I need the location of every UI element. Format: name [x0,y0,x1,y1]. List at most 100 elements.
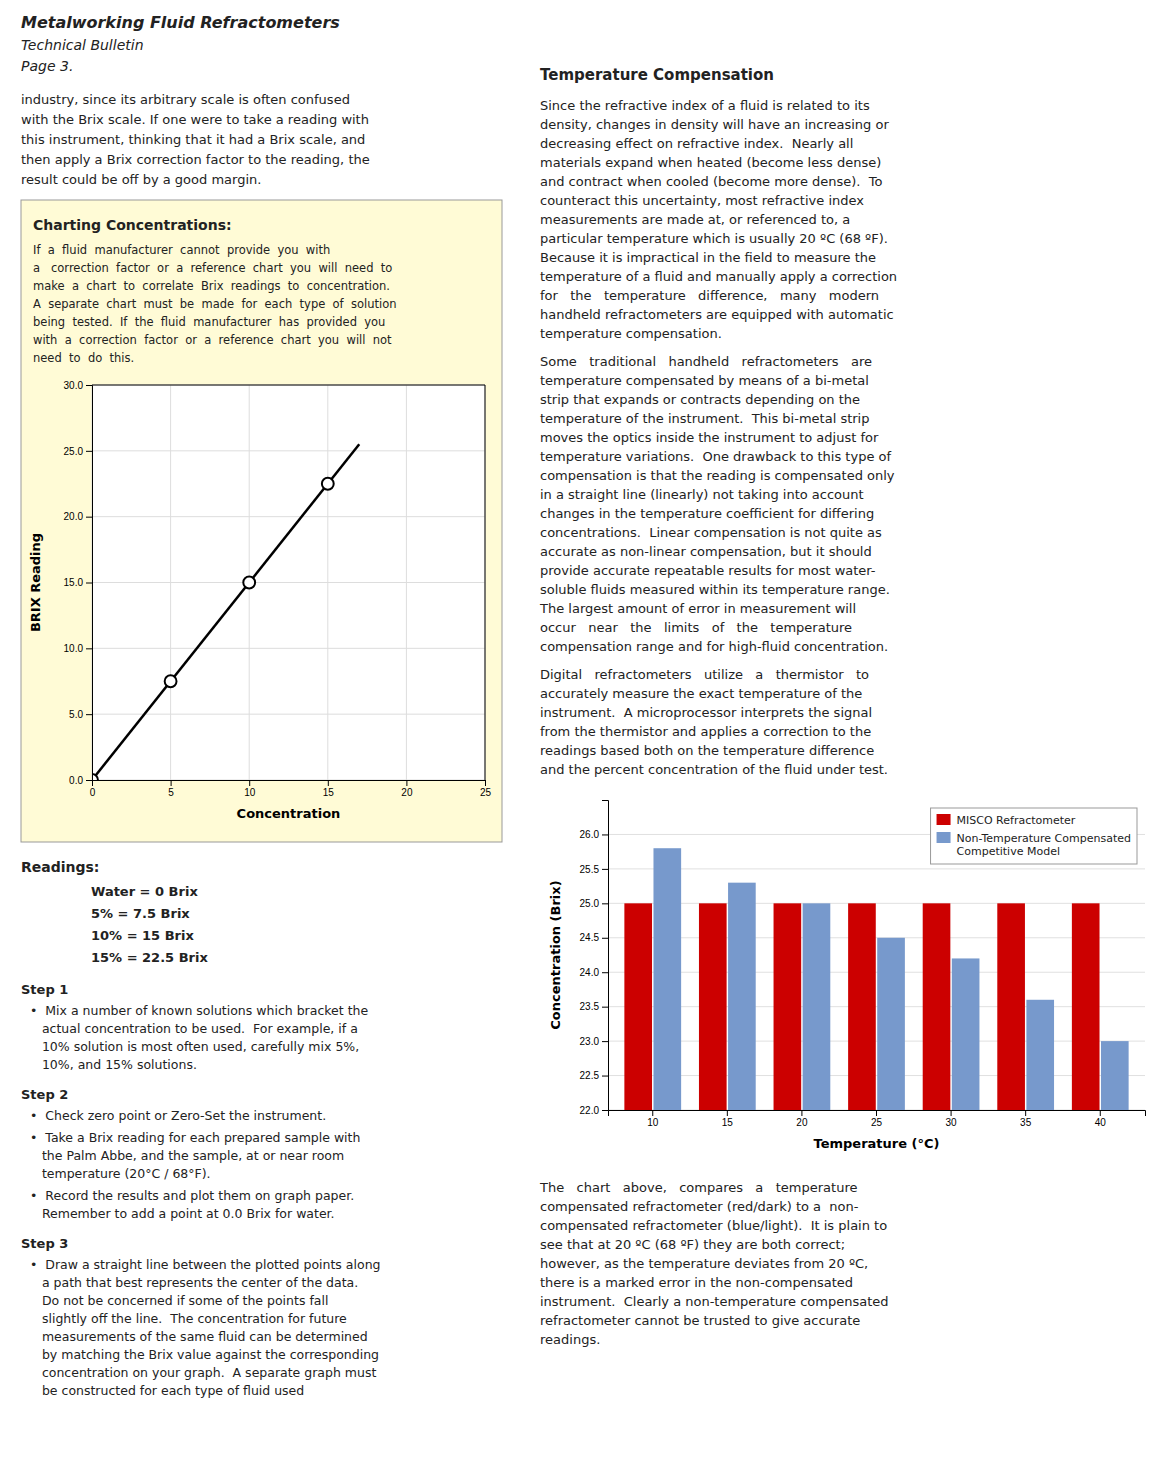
tick-label: 0 [90,787,96,798]
text-line: Since the refractive index of a fluid is… [540,98,870,113]
annotation: • Mix a number of known solutions which … [30,1003,368,1072]
tick: 26.0 [580,829,608,840]
legend-entry: Non-Temperature CompensatedCompetitive M… [957,832,1131,858]
tick: 10.0 [64,643,92,654]
annotation: The chart above, compares a temperature c… [539,1180,889,1347]
text-line: strip that expands or contracts dependin… [540,392,860,407]
text-line: accurately measure the exact temperature… [540,686,862,701]
page: 05101520250.05.010.015.020.025.030.0Conc… [0,0,1173,1483]
text-line: 10% = 15 Brix [91,928,194,943]
tick: 20 [796,1110,808,1128]
tick: 0.0 [69,775,92,786]
annotation: Step 3 [21,1236,68,1251]
annotation: Metalworking Fluid Refractometers [21,13,340,32]
tick-mark [86,648,92,649]
text-line: Non-Temperature Compensated [957,832,1131,845]
text-line: see that at 20 ºC (68 ºF) they are both … [540,1237,845,1252]
text-line: temperature of the instrument. This bi-m… [540,411,869,426]
bar [699,903,727,1110]
tick: 5.0 [69,709,92,720]
text-line: measurements are made at, or referenced … [540,212,850,227]
text-line: slightly off the line. The concentration… [30,1311,347,1326]
text-line: actual concentration to be used. For exa… [30,1021,358,1036]
grid-line [92,385,485,386]
tick: 25 [480,780,492,798]
tick-label: 0.0 [69,775,83,786]
tick-mark [727,1110,728,1116]
text-line: in a straight line (linearly) not taking… [540,487,864,502]
text-line: Page 3. [21,58,73,74]
tick: 15 [722,1110,734,1128]
bar [877,938,905,1110]
tick-mark [876,1110,877,1116]
text-line: concentration on your graph. A separate … [30,1365,376,1380]
annotation: Step 1 [21,982,68,997]
text-line: however, as the temperature deviates fro… [540,1256,868,1271]
tick-mark [602,869,608,870]
line [92,444,359,780]
text-line: handheld refractometers are equipped wit… [540,307,894,322]
text-line: temperature variations. One drawback to … [540,449,891,464]
tick: 30 [946,1110,958,1128]
text-line: instrument. A microprocessor interprets … [540,705,872,720]
tick: 25 [871,1110,883,1128]
tick-mark [86,517,92,518]
text-line: changes in the temperature coefficient f… [540,506,874,521]
text-line: compensated refractometer (red/dark) to … [540,1199,859,1214]
text-line: counteract this uncertainty, most refrac… [540,193,864,208]
text-line: Step 2 [21,1087,68,1102]
text-line: • Take a Brix reading for each prepared … [30,1130,360,1145]
axis-line [93,781,486,787]
tick-label: 23.0 [580,1036,600,1047]
plot-frame [485,385,486,780]
bar [952,958,980,1110]
annotation: Page 3. [21,58,73,74]
text-line: Competitive Model [957,845,1060,858]
tick-label: 30.0 [64,380,84,391]
text-line: with the Brix scale. If one were to take… [21,112,369,127]
tick: 10 [244,780,256,798]
grid-line [92,582,485,583]
text-line: with a correction factor or a reference … [33,333,392,347]
grid-line [608,903,1145,904]
tick-mark [171,780,172,786]
text-line: The chart above, compares a temperature [539,1180,857,1195]
grid-line [608,868,1145,869]
tick-mark [602,834,608,835]
tick-mark [602,1110,608,1111]
legend-swatch [937,832,951,843]
text-line: accurate as non-linear compensation, but… [540,544,872,559]
bar [728,883,756,1110]
bar [997,903,1025,1110]
text-line: industry, since its arbitrary scale is o… [21,92,350,107]
plot-background [92,385,485,780]
grid-line [608,937,1145,938]
text-line: density, changes in density will have an… [540,117,889,132]
tick: 24.5 [580,932,608,943]
grid-line [485,385,486,780]
axis-line [609,1111,1146,1117]
tick-mark [86,583,92,584]
tick-mark [86,780,92,781]
text-line: from the thermistor and applies a correc… [540,724,871,739]
text-line: particular temperature which is usually … [540,231,888,246]
annotation: Some traditional handheld refractometers… [539,354,895,654]
tick-label: 5 [168,787,174,798]
tick: 20.0 [64,511,92,522]
y-axis-title: BRIX Reading [28,533,43,632]
tick: 10 [647,1110,659,1128]
bar [803,903,831,1110]
grid-line [608,972,1145,973]
text-line: temperature (20°C / 68°F). [30,1166,211,1181]
tick: 30.0 [64,380,92,391]
text-line: Temperature Compensation [540,66,774,84]
plot-frame [92,385,485,386]
text-line: a correction factor or a reference chart… [33,261,392,275]
tick-label: 15 [722,1117,734,1128]
text-line: The largest amount of error in measureme… [539,601,856,616]
legend-swatch [937,814,951,825]
tick-label: 25.5 [580,864,600,875]
text-line: decreasing effect on refractive index. N… [540,136,853,151]
annotation: • Record the results and plot them on gr… [30,1188,354,1221]
tick-mark [86,385,92,386]
